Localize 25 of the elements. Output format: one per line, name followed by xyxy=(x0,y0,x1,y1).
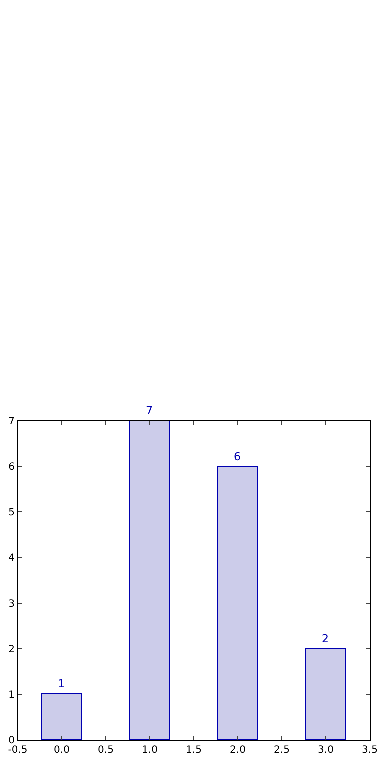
x-tick-label: 1.0 xyxy=(142,745,158,756)
bar xyxy=(305,648,346,740)
x-tick-label: 2.0 xyxy=(230,745,246,756)
data-label: 7 xyxy=(146,404,153,418)
y-tick-label: 4 xyxy=(8,553,15,564)
x-tick-label: -0.5 xyxy=(8,745,28,756)
bar xyxy=(129,421,170,740)
y-tick-label: 7 xyxy=(8,416,15,428)
y-tick-label: 5 xyxy=(8,508,15,519)
y-tick-label: 6 xyxy=(8,462,15,474)
x-tick-label: 3.0 xyxy=(318,745,334,756)
bar xyxy=(217,466,258,740)
bar xyxy=(41,693,82,740)
y-tick-label: 0 xyxy=(8,736,15,746)
x-tick-label: 3.5 xyxy=(362,745,378,756)
y-tick-label: 2 xyxy=(8,644,15,656)
x-tick-label: 0.5 xyxy=(98,745,114,756)
y-tick-label: 1 xyxy=(8,690,15,701)
data-label: 6 xyxy=(234,450,241,464)
x-tick-label: 2.5 xyxy=(274,745,290,756)
data-label: 1 xyxy=(58,678,65,690)
y-tick-label: 3 xyxy=(8,598,15,610)
x-tick-label: 1.5 xyxy=(186,745,202,756)
data-label: 2 xyxy=(322,632,329,646)
x-tick-label: 0.0 xyxy=(54,745,70,756)
